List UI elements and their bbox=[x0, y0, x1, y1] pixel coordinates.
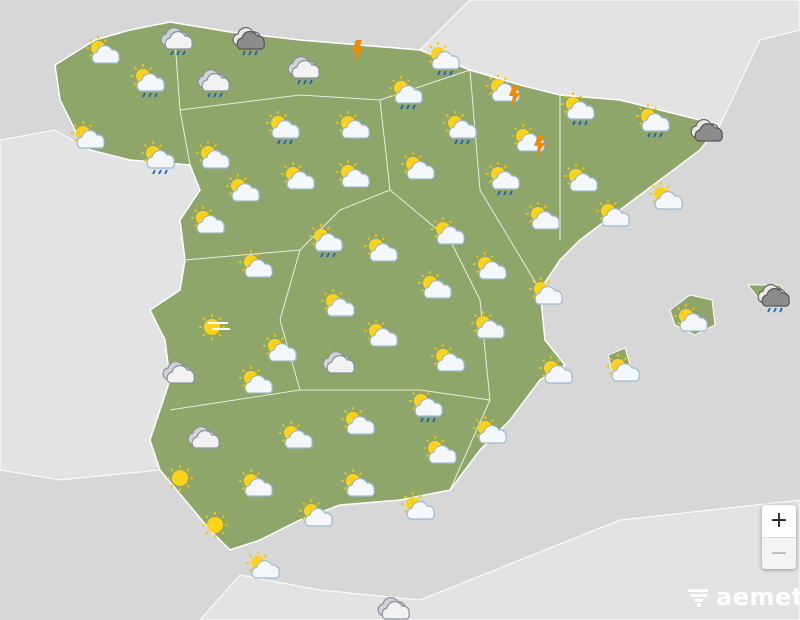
sun-cloud-rain-icon[interactable] bbox=[636, 104, 670, 138]
sun-cloud-rain-icon[interactable] bbox=[443, 111, 477, 145]
sun-cloud-rain-icon[interactable] bbox=[561, 92, 595, 126]
sun-cloud-icon[interactable] bbox=[526, 202, 560, 230]
sun-cloud-icon[interactable] bbox=[263, 334, 297, 362]
sun-cloud-icon[interactable] bbox=[226, 174, 260, 202]
sun-cloud-icon[interactable] bbox=[564, 164, 598, 192]
sun-cloud-icon[interactable] bbox=[71, 121, 105, 149]
sun-cloud-icon[interactable] bbox=[539, 356, 573, 384]
sun-cloud-rain-icon[interactable] bbox=[131, 64, 165, 98]
sun-cloud-rain-icon[interactable] bbox=[486, 162, 520, 196]
aemet-logo-text: aemet bbox=[716, 583, 800, 611]
zoom-in-button[interactable]: + bbox=[762, 505, 796, 537]
sun-cloud-icon[interactable] bbox=[529, 277, 563, 305]
sun-cloud-rain-icon[interactable] bbox=[389, 76, 423, 110]
sun-cloud-icon[interactable] bbox=[239, 469, 273, 497]
sun-cloud-icon[interactable] bbox=[341, 469, 375, 497]
sun-cloud-icon[interactable] bbox=[423, 436, 457, 464]
sun-cloud-icon[interactable] bbox=[299, 499, 333, 527]
sun-cloud-rain-icon[interactable] bbox=[426, 42, 460, 76]
sun-cloud-icon[interactable] bbox=[473, 252, 507, 280]
sun-cloud-icon[interactable] bbox=[364, 319, 398, 347]
sun-cloud-rain-icon[interactable] bbox=[266, 111, 300, 145]
cloud-icon[interactable] bbox=[162, 360, 195, 384]
sun-cloud-icon[interactable] bbox=[321, 289, 355, 317]
dark-cloud-rain-icon[interactable] bbox=[757, 283, 790, 313]
sun-cloud-storm-icon[interactable] bbox=[511, 124, 545, 157]
dark-cloud-icon[interactable] bbox=[690, 118, 723, 142]
sun-cloud-icon[interactable] bbox=[431, 344, 465, 372]
sun-cloud-icon[interactable] bbox=[431, 217, 465, 245]
sun-cloud-icon[interactable] bbox=[674, 304, 708, 332]
sun-cloud-icon[interactable] bbox=[649, 182, 683, 210]
sun-cloud-icon[interactable] bbox=[336, 160, 370, 188]
sun-cloud-icon[interactable] bbox=[239, 366, 273, 394]
sun-cloud-icon[interactable] bbox=[341, 407, 375, 435]
sun-cloud-icon[interactable] bbox=[336, 111, 370, 139]
sun-cloud-rain-icon[interactable] bbox=[409, 389, 443, 423]
sun-cloud-icon[interactable] bbox=[281, 162, 315, 190]
sun-cloud-icon[interactable] bbox=[196, 141, 230, 169]
sun-cloud-icon[interactable] bbox=[596, 199, 630, 227]
sun-cloud-icon[interactable] bbox=[473, 416, 507, 444]
cloud-icon[interactable] bbox=[377, 596, 410, 620]
cloud-icon[interactable] bbox=[322, 350, 355, 374]
zoom-control: + − bbox=[762, 505, 796, 569]
sun-icon[interactable] bbox=[202, 512, 228, 538]
aemet-logo: aemet bbox=[686, 583, 800, 611]
sun-cloud-rain-icon[interactable] bbox=[309, 224, 343, 258]
sun-cloud-icon[interactable] bbox=[401, 492, 435, 520]
sun-icon[interactable] bbox=[167, 465, 193, 491]
sun-cloud-icon[interactable] bbox=[471, 311, 505, 339]
sun-cloud-icon[interactable] bbox=[191, 206, 225, 234]
sun-cloud-icon[interactable] bbox=[401, 152, 435, 180]
sun-cloud-icon[interactable] bbox=[239, 250, 273, 278]
sun-cloud-rain-icon[interactable] bbox=[141, 141, 175, 175]
sun-cloud-icon[interactable] bbox=[364, 234, 398, 262]
cloud-rain-icon[interactable] bbox=[197, 68, 230, 98]
sun-cloud-icon[interactable] bbox=[418, 271, 452, 299]
region-borders bbox=[169, 39, 561, 491]
sun-cloud-icon[interactable] bbox=[279, 421, 313, 449]
cloud-rain-icon[interactable] bbox=[287, 55, 320, 85]
cloud-rain-icon[interactable] bbox=[160, 26, 193, 56]
storm-icon[interactable] bbox=[352, 40, 363, 62]
sun-cloud-storm-icon[interactable] bbox=[486, 74, 520, 107]
sun-cloud-icon[interactable] bbox=[246, 551, 280, 579]
cloud-icon[interactable] bbox=[187, 425, 220, 449]
dark-cloud-rain-icon[interactable] bbox=[232, 26, 265, 56]
sun-cloud-icon[interactable] bbox=[606, 354, 640, 382]
sun-haze-icon[interactable] bbox=[199, 314, 230, 340]
aemet-logo-icon bbox=[688, 589, 708, 607]
sun-cloud-icon[interactable] bbox=[86, 36, 120, 64]
africa-land bbox=[199, 499, 800, 620]
zoom-out-button[interactable]: − bbox=[762, 537, 796, 569]
